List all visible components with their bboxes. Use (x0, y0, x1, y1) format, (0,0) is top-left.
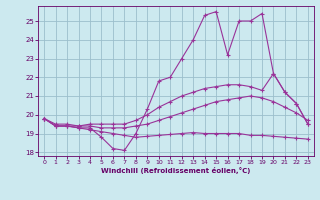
X-axis label: Windchill (Refroidissement éolien,°C): Windchill (Refroidissement éolien,°C) (101, 167, 251, 174)
